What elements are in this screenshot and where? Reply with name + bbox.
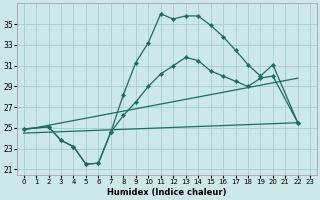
X-axis label: Humidex (Indice chaleur): Humidex (Indice chaleur) — [107, 188, 227, 197]
